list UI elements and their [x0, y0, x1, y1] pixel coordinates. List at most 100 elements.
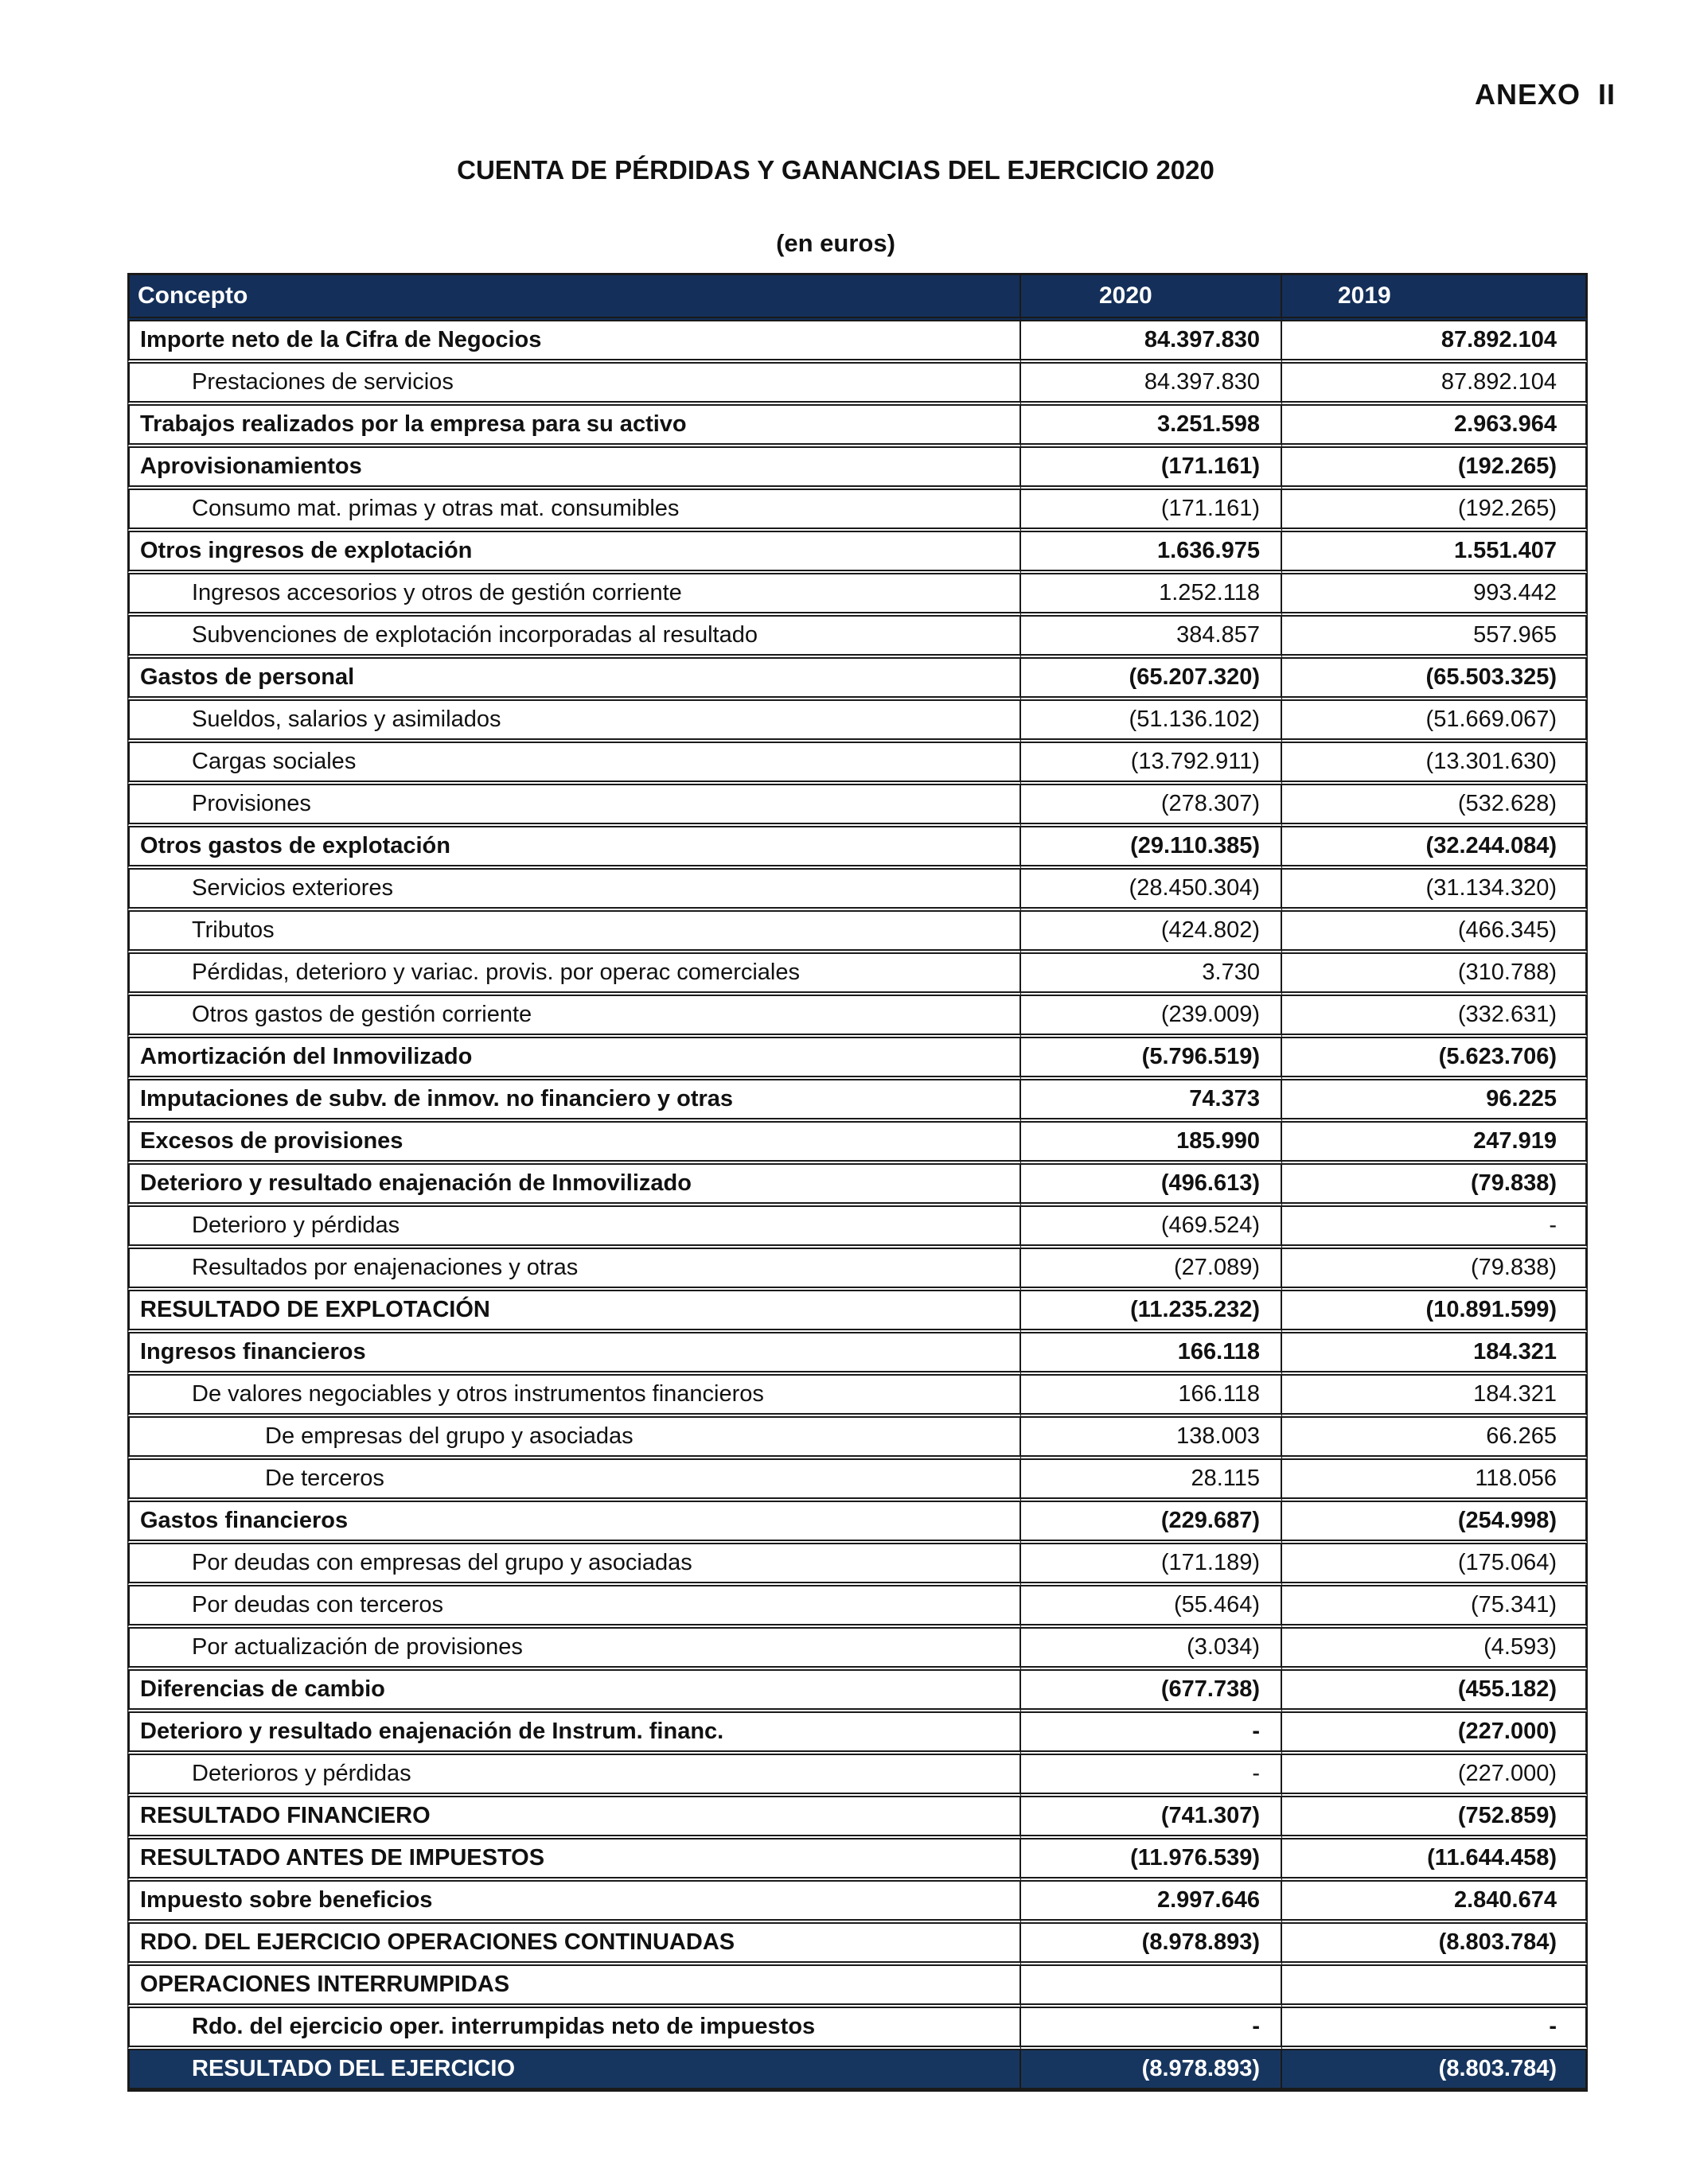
page-title: CUENTA DE PÉRDIDAS Y GANANCIAS DEL EJERC… — [457, 155, 1214, 185]
table-row: Gastos financieros (229.687) (254.998) — [127, 1502, 1588, 1544]
value-2019: (254.998) — [1282, 1502, 1588, 1544]
row-label: RESULTADO FINANCIERO — [127, 1797, 1021, 1839]
row-label: Gastos de personal — [127, 659, 1021, 701]
row-label: Otros ingresos de explotación — [127, 532, 1021, 574]
value-2020: (29.110.385) — [1021, 827, 1282, 870]
value-2019: (466.345) — [1282, 912, 1588, 954]
row-label: Cargas sociales — [127, 743, 1021, 785]
value-2020: 84.397.830 — [1021, 321, 1282, 364]
value-2020: - — [1021, 2008, 1282, 2050]
value-2019: (10.891.599) — [1282, 1291, 1588, 1333]
value-2020: 2.997.646 — [1021, 1882, 1282, 1924]
table-row: Prestaciones de servicios 84.397.830 87.89… — [127, 364, 1588, 406]
table-row: RDO. DEL EJERCICIO OPERACIONES CONTINUAD… — [127, 1924, 1588, 1966]
value-2019: (79.838) — [1282, 1165, 1588, 1207]
value-2019: (32.244.084) — [1282, 827, 1588, 870]
table-row: Subvenciones de explotación incorporadas… — [127, 617, 1588, 659]
value-2020: 3.251.598 — [1021, 406, 1282, 448]
row-label: Aprovisionamientos — [127, 448, 1021, 490]
value-2019: - — [1282, 2008, 1588, 2050]
value-2020: (11.235.232) — [1021, 1291, 1282, 1333]
value-2019: (455.182) — [1282, 1671, 1588, 1713]
value-2019: 66.265 — [1282, 1418, 1588, 1460]
value-2019: (310.788) — [1282, 954, 1588, 996]
value-2020: - — [1021, 1713, 1282, 1755]
value-2020: (5.796.519) — [1021, 1038, 1282, 1080]
value-2019: 2.840.674 — [1282, 1882, 1588, 1924]
value-2019: (4.593) — [1282, 1629, 1588, 1671]
row-label: RESULTADO ANTES DE IMPUESTOS — [127, 1839, 1021, 1882]
row-label: Gastos financieros — [127, 1502, 1021, 1544]
value-2019: (752.859) — [1282, 1797, 1588, 1839]
row-label: Otros gastos de explotación — [127, 827, 1021, 870]
row-label: Amortización del Inmovilizado — [127, 1038, 1021, 1080]
value-2019: 184.321 — [1282, 1376, 1588, 1418]
row-label: Servicios exteriores — [127, 870, 1021, 912]
table-row: Ingresos accesorios y otros de gestión c… — [127, 574, 1588, 617]
row-label: Por actualización de provisiones — [127, 1629, 1021, 1671]
column-header-concepto: Concepto — [127, 273, 1021, 321]
table-row: De valores negociables y otros instrumen… — [127, 1376, 1588, 1418]
value-2020: 3.730 — [1021, 954, 1282, 996]
row-label: De terceros — [127, 1460, 1021, 1502]
value-2020: 74.373 — [1021, 1080, 1282, 1123]
row-label: Trabajos realizados por la empresa para … — [127, 406, 1021, 448]
value-2020: 138.003 — [1021, 1418, 1282, 1460]
table-row: Otros gastos de explotación (29.110.385)(… — [127, 827, 1588, 870]
value-2019: (532.628) — [1282, 785, 1588, 827]
table-row: Gastos de personal (65.207.320) (65.503.32… — [127, 659, 1588, 701]
page-subtitle: (en euros) — [776, 229, 895, 257]
table-row: Por actualización de provisiones (3.034)(… — [127, 1629, 1588, 1671]
value-2020: (8.978.893) — [1021, 1924, 1282, 1966]
table-row: Importe neto de la Cifra de Negocios 84.3… — [127, 321, 1588, 364]
value-2020: (171.161) — [1021, 490, 1282, 532]
value-2019: 557.965 — [1282, 617, 1588, 659]
row-label: RDO. DEL EJERCICIO OPERACIONES CONTINUAD… — [127, 1924, 1021, 1966]
row-label: Deterioro y resultado enajenación de Inm… — [127, 1165, 1021, 1207]
value-2020: (3.034) — [1021, 1629, 1282, 1671]
table-row: Tributos (424.802) (466.345) — [127, 912, 1588, 954]
table-row: Provisiones (278.307) (532.628) — [127, 785, 1588, 827]
row-label: De valores negociables y otros instrumen… — [127, 1376, 1021, 1418]
value-2020: (677.738) — [1021, 1671, 1282, 1713]
value-2020: (278.307) — [1021, 785, 1282, 827]
value-2020: (28.450.304) — [1021, 870, 1282, 912]
value-2020: 28.115 — [1021, 1460, 1282, 1502]
table-row: Trabajos realizados por la empresa para … — [127, 406, 1588, 448]
value-2020: (11.976.539) — [1021, 1839, 1282, 1882]
table-row: Deterioro y resultado enajenación de Ins… — [127, 1713, 1588, 1755]
table-row: RESULTADO FINANCIERO (741.307) (752.859) — [127, 1797, 1588, 1839]
table-row: Imputaciones de subv. de inmov. no finan… — [127, 1080, 1588, 1123]
table-row: Impuesto sobre beneficios 2.997.646 2.840.… — [127, 1882, 1588, 1924]
value-2019: (227.000) — [1282, 1755, 1588, 1797]
value-2019: (51.669.067) — [1282, 701, 1588, 743]
row-label: Otros gastos de gestión corriente — [127, 996, 1021, 1038]
row-label: De empresas del grupo y asociadas — [127, 1418, 1021, 1460]
value-2019: (175.064) — [1282, 1544, 1588, 1586]
row-label: Por deudas con empresas del grupo y asoc… — [127, 1544, 1021, 1586]
row-label: Deterioro y pérdidas — [127, 1207, 1021, 1249]
row-label: Deterioros y pérdidas — [127, 1755, 1021, 1797]
table-row: Deterioro y resultado enajenación de Inm… — [127, 1165, 1588, 1207]
value-2019: 96.225 — [1282, 1080, 1588, 1123]
row-label: Rdo. del ejercicio oper. interrumpidas n… — [127, 2008, 1021, 2050]
profit-loss-table: Concepto 2020 2019 Importe neto de la Ci… — [127, 273, 1588, 2092]
table-header-row: Concepto 2020 2019 — [127, 273, 1588, 321]
table-row: Otros gastos de gestión corriente (239.00… — [127, 996, 1588, 1038]
row-label: Resultados por enajenaciones y otras — [127, 1249, 1021, 1291]
row-label: RESULTADO DE EXPLOTACIÓN — [127, 1291, 1021, 1333]
value-2020: 166.118 — [1021, 1376, 1282, 1418]
table-row: Deterioro y pérdidas (469.524) - — [127, 1207, 1588, 1249]
annex-label: ANEXO II — [1474, 78, 1616, 111]
row-label: Sueldos, salarios y asimilados — [127, 701, 1021, 743]
value-2019: (192.265) — [1282, 490, 1588, 532]
value-2019: (332.631) — [1282, 996, 1588, 1038]
value-2020: 1.636.975 — [1021, 532, 1282, 574]
table-row: Excesos de provisiones 185.990 247.919 — [127, 1123, 1588, 1165]
value-2020: (239.009) — [1021, 996, 1282, 1038]
table-row: De terceros 28.115 118.056 — [127, 1460, 1588, 1502]
row-label: Subvenciones de explotación incorporadas… — [127, 617, 1021, 659]
value-2019: (11.644.458) — [1282, 1839, 1588, 1882]
row-label: Excesos de provisiones — [127, 1123, 1021, 1165]
table-row: Deterioros y pérdidas - (227.000) — [127, 1755, 1588, 1797]
